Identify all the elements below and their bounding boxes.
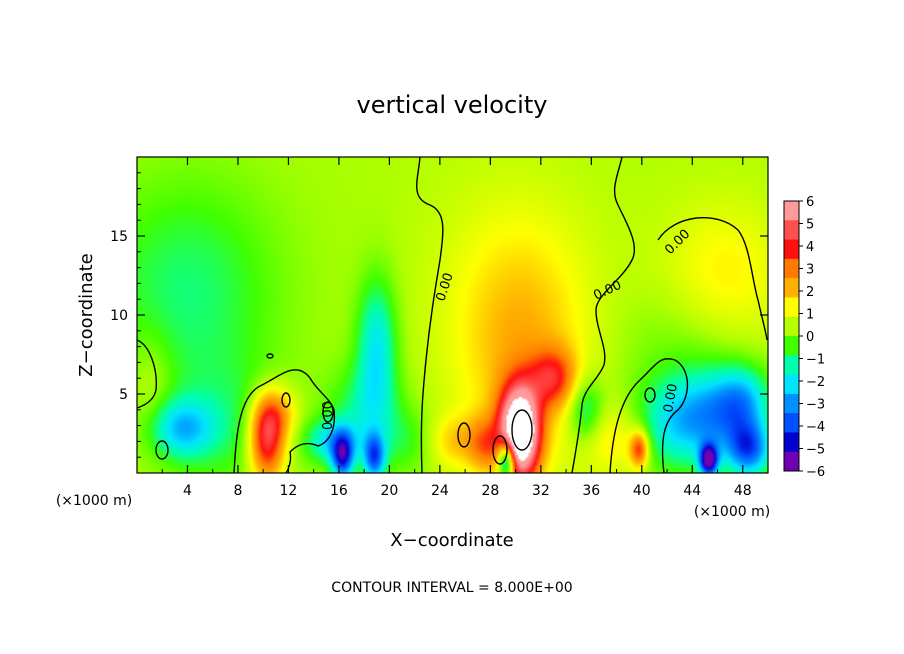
colorbar-tick-label: 2: [806, 285, 814, 300]
y-axis-label: Z−coordinate: [76, 253, 97, 376]
colorbar-tick-label: 0: [806, 330, 814, 345]
chart-title: vertical velocity: [357, 91, 548, 119]
zero-contour-right-column: [571, 156, 636, 474]
contour-interval-note: CONTOUR INTERVAL = 8.000E+00: [331, 580, 572, 596]
colorbar-swatch: [784, 413, 799, 433]
x-tick-label: 12: [280, 483, 298, 499]
colorbar-swatch: [784, 297, 799, 318]
colorbar-swatch: [784, 278, 799, 298]
y-tick-label: 5: [119, 387, 128, 403]
zero-contour-right-lower: [609, 358, 689, 474]
colorbar-tick-label: −6: [806, 465, 825, 480]
zero-contour-small-3: [322, 401, 334, 423]
x-tick-label: 44: [683, 483, 701, 499]
heatmap-field: [137, 157, 768, 473]
colorbar-tick-label: 1: [806, 308, 814, 323]
colorbar-swatch: [784, 201, 799, 221]
zero-contours: [136, 156, 768, 474]
zero-contour-small-7: [266, 353, 274, 359]
colorbar-swatch: [784, 316, 799, 337]
colorbar-swatch: [784, 336, 799, 356]
x-tick-label: 8: [233, 483, 242, 499]
colorbar-tick-label: −5: [806, 443, 825, 458]
y-tick-label: 15: [110, 229, 128, 245]
zero-contour-small-2: [281, 392, 291, 408]
colorbar-swatch: [784, 355, 799, 376]
zero-contour-small-1: [155, 440, 169, 460]
colorbar-tick-label: −4: [806, 420, 825, 435]
x-tick-label: 36: [582, 483, 600, 499]
colorbar-tick-label: 5: [806, 218, 814, 233]
x-tick-label: 28: [481, 483, 499, 499]
zero-contour-right-loop: [657, 217, 768, 341]
zero-contour-center: [416, 156, 444, 474]
zero-contour-small-4: [457, 422, 471, 448]
colorbar-tick-label: −2: [806, 375, 825, 390]
colorbar-tick-label: 6: [806, 195, 814, 210]
x-tick-label: 40: [633, 483, 651, 499]
colorbar-swatch: [784, 239, 799, 260]
x-unit-right: (×1000 m): [694, 504, 770, 520]
x-tick-label: 24: [431, 483, 449, 499]
x-axis-label: X−coordinate: [390, 530, 513, 551]
colorbar-swatch: [784, 432, 799, 453]
x-tick-label: 48: [734, 483, 752, 499]
zero-contour-small-6: [644, 387, 656, 403]
zero-contour-small-5: [492, 435, 508, 465]
x-tick-label: 16: [330, 483, 348, 499]
colorbar-tick-label: 4: [806, 240, 814, 255]
contour-label-right-lower: 0.00: [661, 383, 681, 414]
colorbar-swatch: [784, 374, 799, 395]
x-tick-label: 4: [183, 483, 192, 499]
zero-contour-left: [136, 339, 157, 409]
colorbar-tick-label: −3: [806, 398, 825, 413]
x-tick-label: 32: [532, 483, 550, 499]
colorbar-tick-label: −1: [806, 353, 825, 368]
colorbar-swatch: [784, 451, 799, 472]
x-unit-left: (×1000 m): [56, 493, 132, 509]
contour-label-lower-left: 0.00: [321, 401, 336, 430]
x-tick-label: 20: [380, 483, 398, 499]
colorbar-swatch: [784, 220, 799, 241]
colorbar-swatch: [784, 258, 799, 279]
colorbar-tick-label: 3: [806, 263, 814, 278]
y-tick-label: 10: [110, 308, 128, 324]
colorbar-swatch: [784, 393, 799, 414]
colorbar: 6 5 4 3 2 1 0 −1 −2 −3 −4 −5 −6: [783, 195, 825, 480]
zero-contour-updraft-core: [511, 409, 533, 451]
plot-area: 0.00 0.00 0.00 0.00 0.00: [136, 156, 769, 474]
